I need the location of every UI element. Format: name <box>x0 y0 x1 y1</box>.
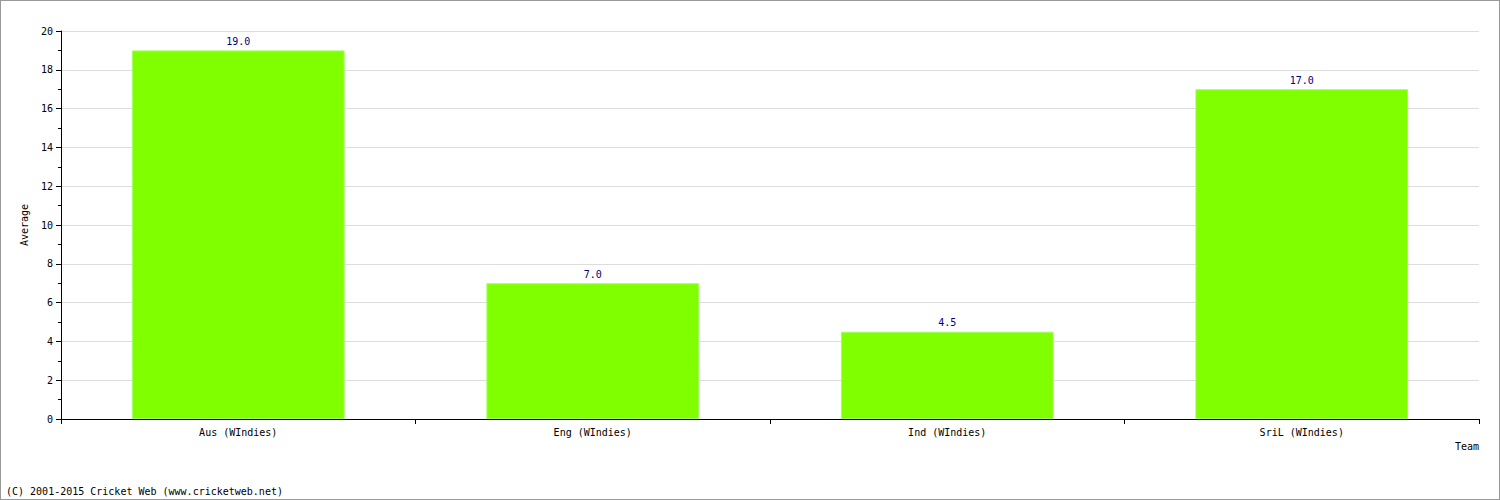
svg-text:Eng (WIndies): Eng (WIndies) <box>554 427 632 438</box>
svg-text:4: 4 <box>47 336 53 347</box>
svg-text:8: 8 <box>47 258 53 269</box>
svg-text:12: 12 <box>41 181 53 192</box>
svg-text:17.0: 17.0 <box>1290 75 1314 86</box>
svg-text:6: 6 <box>47 297 53 308</box>
svg-text:20: 20 <box>41 26 53 37</box>
svg-text:16: 16 <box>41 103 53 114</box>
svg-text:18: 18 <box>41 64 53 75</box>
svg-text:Team: Team <box>1455 441 1479 452</box>
svg-text:14: 14 <box>41 142 53 153</box>
svg-text:2: 2 <box>47 375 53 386</box>
svg-text:Aus (WIndies): Aus (WIndies) <box>199 427 277 438</box>
svg-text:7.0: 7.0 <box>584 269 602 280</box>
svg-text:Ind (WIndies): Ind (WIndies) <box>908 427 986 438</box>
svg-text:19.0: 19.0 <box>226 36 250 47</box>
svg-text:Average: Average <box>19 204 30 246</box>
svg-text:(C) 2001-2015 Cricket Web (www: (C) 2001-2015 Cricket Web (www.cricketwe… <box>6 486 283 497</box>
svg-text:0: 0 <box>47 414 53 425</box>
svg-text:SriL (WIndies): SriL (WIndies) <box>1260 427 1344 438</box>
svg-text:4.5: 4.5 <box>938 317 956 328</box>
svg-text:10: 10 <box>41 220 53 231</box>
